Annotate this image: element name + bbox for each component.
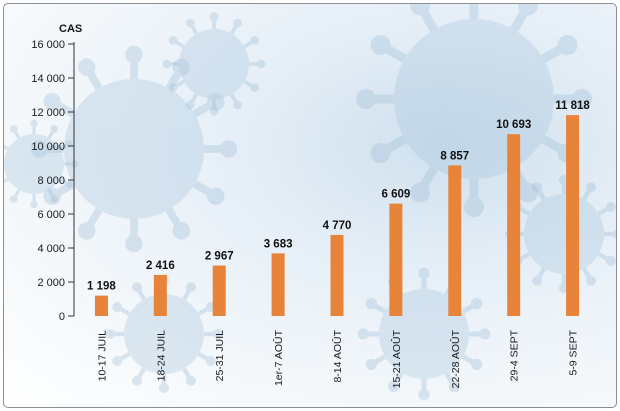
y-tick-label: 12 000 [31, 107, 65, 119]
bar [94, 295, 108, 316]
bar-value-label: 2 967 [205, 251, 234, 263]
y-tick-label: 4 000 [37, 243, 65, 255]
x-tick-label: 29-4 SEPT [509, 329, 521, 381]
bar [448, 165, 462, 316]
x-tick-label: 10-17 JUIL [96, 330, 108, 382]
bar [330, 234, 344, 316]
y-axis: 0 2 000 4 000 6 000 8 000 10 000 12 000 14 000 1… [31, 39, 75, 323]
y-axis-label: CAS [59, 23, 82, 35]
bar [566, 115, 580, 317]
y-tick-label: 16 000 [31, 39, 65, 51]
chart-frame: CAS 0 2 000 4 000 6 000 8 000 10 000 12 000 14 … [3, 3, 617, 408]
bar-value-label: 10 693 [496, 119, 531, 131]
x-tick-label: 5-9 SEPT [568, 329, 580, 375]
bar [153, 274, 167, 316]
bar-value-label: 3 683 [264, 238, 293, 250]
bars: 1 198 2 416 2 967 3 683 4 770 6 609 8 857 10 69… [87, 100, 590, 317]
x-axis-labels: 10-17 JUIL 18-24 JUIL 25-31 JUIL 1er-7 AOÛT… [96, 329, 579, 388]
x-tick-label: 8-14 AOÛT [331, 329, 344, 382]
virus-icon [30, 45, 238, 253]
bar-value-label: 4 770 [323, 220, 352, 232]
bar-value-label: 11 818 [555, 100, 590, 112]
bar [389, 203, 403, 316]
x-tick-label: 15-21 AOÛT [390, 329, 403, 388]
virus-icon [162, 12, 266, 116]
y-tick-label: 2 000 [37, 277, 65, 289]
bar-value-label: 8 857 [440, 150, 469, 162]
x-tick-label: 18-24 JUIL [155, 330, 167, 382]
x-tick-label: 22-28 AOÛT [449, 329, 462, 388]
y-tick-label: 6 000 [37, 209, 65, 221]
bar-chart: CAS 0 2 000 4 000 6 000 8 000 10 000 12 000 14 … [4, 4, 616, 401]
bar [271, 253, 285, 316]
y-tick-label: 14 000 [31, 73, 65, 85]
virus-icon [105, 275, 223, 393]
virus-icon [357, 267, 491, 401]
x-tick-label: 1er-7 AOÛT [272, 329, 285, 386]
y-tick-label: 0 [59, 311, 65, 323]
bar [507, 134, 521, 316]
bar [212, 265, 226, 316]
y-tick-label: 8 000 [37, 175, 65, 187]
bar-value-label: 6 609 [381, 189, 410, 201]
bar-value-label: 1 198 [87, 281, 116, 293]
virus-background-decoration [4, 4, 616, 401]
y-tick-label: 10 000 [31, 141, 65, 153]
x-tick-label: 25-31 JUIL [214, 330, 226, 382]
bar-value-label: 2 416 [146, 260, 175, 272]
